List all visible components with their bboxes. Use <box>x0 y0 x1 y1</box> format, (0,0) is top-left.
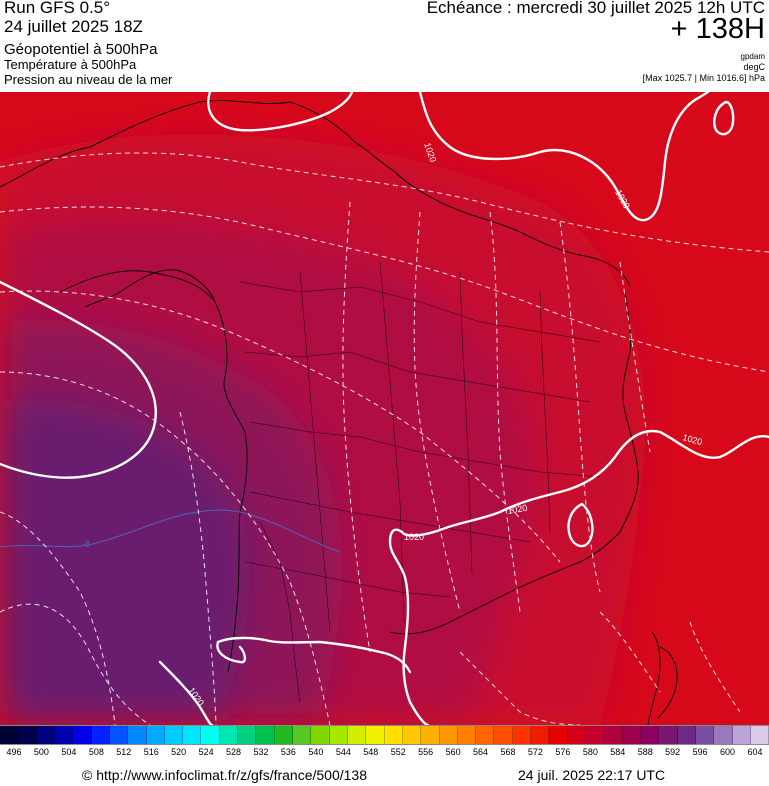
scale-label: 544 <box>335 747 351 757</box>
color-swatch <box>531 726 550 744</box>
color-swatch <box>73 726 92 744</box>
color-swatch <box>164 726 184 744</box>
scale-label: 508 <box>88 747 104 757</box>
scale-label: 576 <box>555 747 571 757</box>
isobar-label: 1020 <box>507 503 528 516</box>
color-swatch <box>146 726 165 744</box>
scale-label: 520 <box>171 747 187 757</box>
scale-label: 588 <box>637 747 653 757</box>
scale-label: 536 <box>280 747 296 757</box>
color-swatch <box>512 726 532 744</box>
lead-time: + 138H <box>670 13 765 45</box>
header: Run GFS 0.5° 24 juillet 2025 18Z Géopote… <box>0 0 769 92</box>
scale-label: 556 <box>418 747 434 757</box>
scale-label: 532 <box>253 747 269 757</box>
scale-label: 524 <box>198 747 214 757</box>
color-swatch <box>659 726 678 744</box>
footer: © http://www.infoclimat.fr/z/gfs/france/… <box>0 766 769 786</box>
run-date: 24 juillet 2025 18Z <box>4 17 143 36</box>
scale-label: 528 <box>226 747 242 757</box>
color-swatch <box>0 726 19 744</box>
color-scale <box>0 725 769 745</box>
map-canvas: -8 <box>0 90 769 727</box>
color-swatch <box>384 726 403 744</box>
scale-label: 580 <box>582 747 598 757</box>
scale-label: 572 <box>527 747 543 757</box>
color-swatch <box>732 726 751 744</box>
scale-label: 564 <box>473 747 489 757</box>
color-swatch <box>36 726 55 744</box>
coastlines <box>0 100 678 726</box>
scale-label: 496 <box>6 747 22 757</box>
color-swatch <box>567 726 586 744</box>
color-swatch <box>640 726 660 744</box>
color-swatch <box>714 726 733 744</box>
forecast-time: Echéance : mercredi 30 juillet 2025 12h … <box>426 0 765 17</box>
scale-label: 568 <box>500 747 516 757</box>
unit-temperature: degC <box>743 62 765 72</box>
color-swatch <box>402 726 422 744</box>
color-swatch <box>439 726 458 744</box>
isotherm-label: -8 <box>82 539 90 549</box>
color-swatch <box>54 726 74 744</box>
scale-label: 596 <box>692 747 708 757</box>
color-swatch <box>677 726 696 744</box>
color-swatch <box>183 726 202 744</box>
scale-label: 512 <box>116 747 132 757</box>
color-swatch <box>274 726 293 744</box>
color-swatch <box>695 726 715 744</box>
scale-label: 592 <box>665 747 681 757</box>
scale-label: 560 <box>445 747 461 757</box>
scale-label: 504 <box>61 747 77 757</box>
scale-label: 552 <box>390 747 406 757</box>
color-swatch <box>366 726 385 744</box>
isobar-label: 1020 <box>404 532 424 542</box>
color-swatch <box>586 726 605 744</box>
scale-label: 500 <box>33 747 49 757</box>
field-low <box>0 399 250 725</box>
color-swatch <box>238 726 257 744</box>
color-scale-labels: 496 500 504 508 512 516 520 524 528 532 536 540 544 5… <box>0 747 769 761</box>
color-swatch <box>329 726 348 744</box>
weather-map: -8 <box>0 90 769 727</box>
color-swatch <box>347 726 367 744</box>
color-swatch <box>622 726 641 744</box>
field-pressure: Pression au niveau de la mer <box>4 72 173 87</box>
isotherm-line <box>0 509 341 553</box>
color-swatch <box>18 726 37 744</box>
color-swatch <box>750 726 769 744</box>
scale-label: 548 <box>363 747 379 757</box>
scale-label: 584 <box>610 747 626 757</box>
pressure-range: [Max 1025.7 | Min 1016.6] hPa <box>642 73 765 83</box>
scale-label: 540 <box>308 747 324 757</box>
field-main: Géopotentiel à 500hPa <box>4 41 158 58</box>
scale-label: 604 <box>747 747 763 757</box>
color-swatch <box>109 726 129 744</box>
field-temperature: Température à 500hPa <box>4 57 137 72</box>
isobars <box>0 90 769 727</box>
color-swatch <box>604 726 623 744</box>
unit-geopotential: gpdam <box>740 52 765 61</box>
color-swatch <box>549 726 568 744</box>
color-swatch <box>128 726 147 744</box>
color-swatch <box>293 726 312 744</box>
color-swatch <box>256 726 275 744</box>
color-scale-bar <box>0 725 769 745</box>
color-swatch <box>311 726 330 744</box>
geopotential-lines <box>0 152 769 726</box>
color-swatch <box>421 726 440 744</box>
scale-label: 600 <box>720 747 736 757</box>
color-swatch <box>91 726 110 744</box>
source-url: © http://www.infoclimat.fr/z/gfs/france/… <box>82 767 367 783</box>
color-swatch <box>219 726 239 744</box>
color-swatch <box>476 726 495 744</box>
scale-label: 516 <box>143 747 159 757</box>
color-swatch <box>201 726 220 744</box>
color-swatch <box>457 726 477 744</box>
run-title: Run GFS 0.5° <box>4 0 111 17</box>
color-swatch <box>494 726 513 744</box>
generated-date: 24 juil. 2025 22:17 UTC <box>518 767 666 783</box>
